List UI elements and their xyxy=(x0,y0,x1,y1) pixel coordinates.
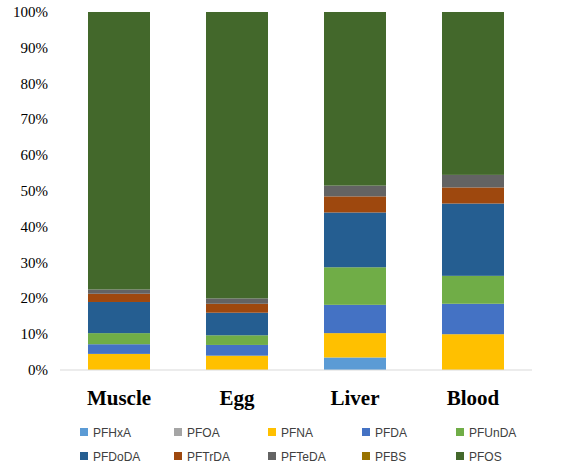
bar-segment xyxy=(324,333,386,357)
bar-segment xyxy=(324,12,386,186)
y-tick-label: 40% xyxy=(21,219,49,235)
bar-segment xyxy=(88,344,150,354)
bar-segment xyxy=(206,356,268,370)
bar-segment xyxy=(324,305,386,333)
y-tick xyxy=(57,370,60,371)
legend-label: PFOA xyxy=(187,426,220,440)
bar-segment xyxy=(88,333,150,344)
bar-segment xyxy=(324,357,386,370)
bar-segment xyxy=(324,186,386,197)
y-tick xyxy=(57,334,60,335)
bar-segment xyxy=(442,334,504,370)
legend-label: PFTrDA xyxy=(187,450,230,464)
y-tick-label: 10% xyxy=(21,326,49,342)
x-tick-label: Muscle xyxy=(87,386,151,410)
bar-segment xyxy=(442,204,504,276)
legend-swatch xyxy=(268,428,276,436)
legend-label: PFDA xyxy=(375,426,407,440)
bar-segment xyxy=(206,345,268,356)
bar-segment xyxy=(442,304,504,334)
legend-swatch xyxy=(174,452,182,460)
legend-swatch xyxy=(80,452,88,460)
y-tick xyxy=(57,298,60,299)
y-tick xyxy=(57,119,60,120)
legend-label: PFDoDA xyxy=(93,450,140,464)
y-tick xyxy=(57,226,60,227)
bar-segment xyxy=(442,175,504,188)
bar-segment xyxy=(324,212,386,267)
y-tick-label: 70% xyxy=(21,111,49,127)
bar-segment xyxy=(88,12,150,289)
bar-segment xyxy=(442,12,504,175)
bar-segment xyxy=(206,304,268,313)
y-tick xyxy=(57,47,60,48)
y-tick-label: 0% xyxy=(28,362,48,378)
y-tick-label: 100% xyxy=(13,4,48,20)
y-tick xyxy=(57,155,60,156)
y-tick xyxy=(57,83,60,84)
y-tick-label: 60% xyxy=(21,147,49,163)
legend-label: PFBS xyxy=(375,450,406,464)
y-tick-label: 80% xyxy=(21,76,49,92)
legend-label: PFUnDA xyxy=(469,426,516,440)
legend-label: PFHxA xyxy=(93,426,131,440)
legend-swatch xyxy=(456,452,464,460)
x-axis xyxy=(60,370,532,371)
bar-segment xyxy=(442,187,504,203)
legend-label: PFNA xyxy=(281,426,313,440)
legend-label: PFOS xyxy=(469,450,502,464)
y-tick-label: 90% xyxy=(21,40,49,56)
legend-swatch xyxy=(80,428,88,436)
y-tick xyxy=(57,262,60,263)
x-tick-label: Blood xyxy=(447,386,500,410)
y-tick xyxy=(57,191,60,192)
legend-swatch xyxy=(362,452,370,460)
bar-segment xyxy=(324,267,386,305)
bar-segment xyxy=(324,196,386,212)
bar-segment xyxy=(206,335,268,345)
y-tick-label: 30% xyxy=(21,255,49,271)
bar-segment xyxy=(88,294,150,302)
y-tick xyxy=(57,12,60,13)
bar-segment xyxy=(88,302,150,333)
bar-segment xyxy=(442,276,504,304)
legend-swatch xyxy=(268,452,276,460)
bar-segment xyxy=(88,354,150,370)
bar-segment xyxy=(206,313,268,336)
bar-segment xyxy=(206,298,268,303)
x-tick-label: Egg xyxy=(219,386,255,410)
x-tick-label: Liver xyxy=(331,386,380,410)
chart: 0% 10% 20% 30% 40% 50% 60% 70% 80% 90% 100% Muscle E… xyxy=(0,0,564,472)
legend-label: PFTeDA xyxy=(281,450,326,464)
y-tick-label: 20% xyxy=(21,290,49,306)
bar-segment xyxy=(88,289,150,293)
bars xyxy=(88,12,504,370)
legend-swatch xyxy=(456,428,464,436)
legend-swatch xyxy=(174,428,182,436)
legend-swatch xyxy=(362,428,370,436)
y-tick-label: 50% xyxy=(21,183,49,199)
bar-segment xyxy=(206,12,268,298)
